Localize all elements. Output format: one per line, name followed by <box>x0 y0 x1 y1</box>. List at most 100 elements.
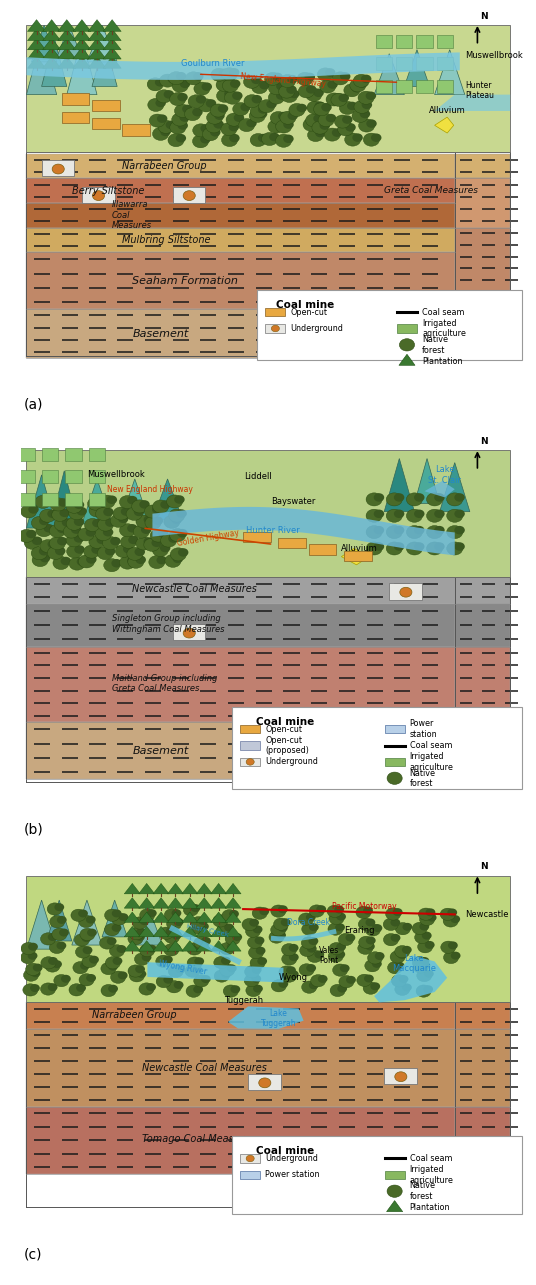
Circle shape <box>390 919 400 926</box>
Circle shape <box>59 929 69 937</box>
Circle shape <box>203 127 219 141</box>
Circle shape <box>217 923 232 935</box>
Circle shape <box>221 970 231 978</box>
Circle shape <box>54 903 64 911</box>
Circle shape <box>252 925 263 933</box>
Text: New England Highway: New England Highway <box>107 484 193 493</box>
Bar <box>416 80 433 93</box>
Circle shape <box>251 81 267 94</box>
Circle shape <box>74 501 84 509</box>
Circle shape <box>52 928 67 941</box>
Bar <box>376 35 392 48</box>
Circle shape <box>55 546 65 555</box>
Polygon shape <box>182 912 198 923</box>
Circle shape <box>270 112 286 125</box>
FancyBboxPatch shape <box>26 26 510 152</box>
Polygon shape <box>47 899 72 941</box>
Circle shape <box>248 937 263 948</box>
Circle shape <box>455 526 465 535</box>
Circle shape <box>245 925 260 937</box>
Circle shape <box>198 99 214 112</box>
Circle shape <box>75 934 90 946</box>
Circle shape <box>363 134 379 146</box>
Circle shape <box>287 75 297 84</box>
Circle shape <box>230 986 240 993</box>
Bar <box>173 186 205 203</box>
Circle shape <box>76 946 91 959</box>
Circle shape <box>269 930 284 943</box>
Circle shape <box>244 965 259 978</box>
Circle shape <box>216 78 232 91</box>
Circle shape <box>232 91 243 100</box>
Circle shape <box>383 919 398 930</box>
Text: Tomago Coal Measures: Tomago Coal Measures <box>143 1135 255 1144</box>
Circle shape <box>201 937 211 944</box>
Circle shape <box>221 122 237 136</box>
Circle shape <box>325 68 336 77</box>
Circle shape <box>155 78 165 86</box>
Circle shape <box>116 944 126 953</box>
Circle shape <box>362 100 372 109</box>
Circle shape <box>148 99 164 112</box>
Circle shape <box>201 975 211 983</box>
Circle shape <box>85 518 101 532</box>
Circle shape <box>306 89 322 102</box>
Circle shape <box>167 495 183 508</box>
Circle shape <box>420 961 430 969</box>
Circle shape <box>66 545 83 558</box>
Circle shape <box>74 535 84 542</box>
Circle shape <box>23 984 38 996</box>
Bar <box>384 725 405 734</box>
FancyBboxPatch shape <box>455 646 510 722</box>
Circle shape <box>95 508 111 520</box>
Circle shape <box>269 91 285 104</box>
Circle shape <box>441 941 456 953</box>
Circle shape <box>63 526 79 538</box>
Polygon shape <box>27 28 46 41</box>
Circle shape <box>49 537 65 550</box>
Circle shape <box>225 933 240 944</box>
Polygon shape <box>211 883 227 894</box>
Bar <box>92 99 120 111</box>
Circle shape <box>111 910 122 917</box>
Circle shape <box>257 957 267 965</box>
Circle shape <box>89 956 99 964</box>
Text: (c): (c) <box>24 1248 42 1262</box>
Polygon shape <box>139 883 155 894</box>
Circle shape <box>317 68 333 81</box>
Polygon shape <box>42 19 61 31</box>
Circle shape <box>50 916 65 928</box>
Circle shape <box>364 974 374 983</box>
Circle shape <box>344 84 360 96</box>
Circle shape <box>243 76 259 89</box>
Circle shape <box>386 526 403 538</box>
Circle shape <box>193 975 209 987</box>
Circle shape <box>276 91 286 100</box>
Circle shape <box>385 907 401 920</box>
Circle shape <box>47 546 63 559</box>
Circle shape <box>183 190 195 200</box>
Circle shape <box>110 537 121 545</box>
Circle shape <box>160 127 170 136</box>
Circle shape <box>397 951 407 959</box>
Circle shape <box>394 526 404 535</box>
Circle shape <box>345 134 361 146</box>
Bar <box>265 308 286 316</box>
Circle shape <box>193 986 203 993</box>
Circle shape <box>155 99 166 107</box>
Text: Pacific Motorway: Pacific Motorway <box>332 902 396 911</box>
Text: Muswellbrook: Muswellbrook <box>465 51 523 60</box>
Circle shape <box>390 951 405 962</box>
Circle shape <box>337 984 347 992</box>
Polygon shape <box>26 475 57 528</box>
Circle shape <box>336 951 345 959</box>
Circle shape <box>339 102 355 114</box>
Polygon shape <box>57 26 82 58</box>
Circle shape <box>120 496 136 509</box>
Circle shape <box>84 545 100 558</box>
Circle shape <box>123 545 133 554</box>
Circle shape <box>108 984 118 993</box>
Circle shape <box>446 493 463 506</box>
Circle shape <box>192 135 209 148</box>
Circle shape <box>170 547 187 562</box>
